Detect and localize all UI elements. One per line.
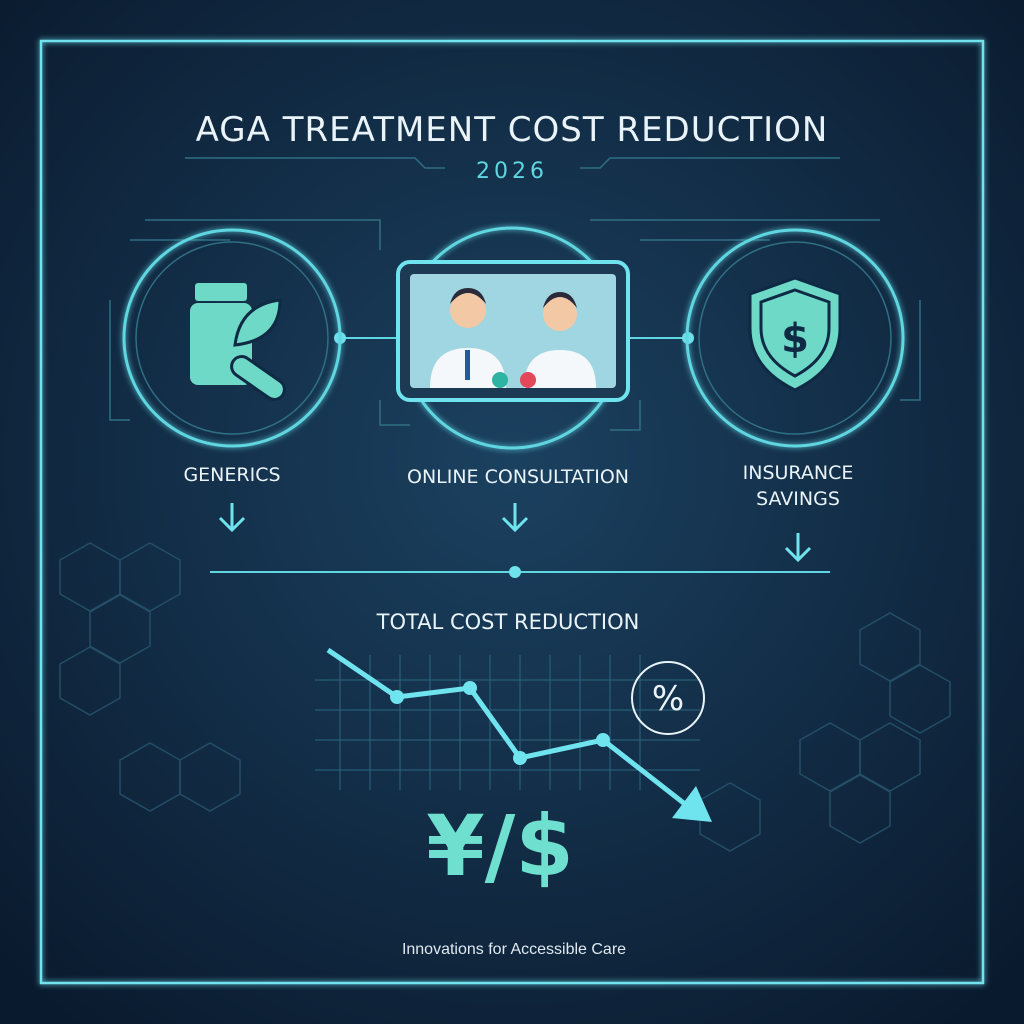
- icon-symbol: $: [781, 316, 809, 362]
- subtitle: 2026: [476, 159, 548, 184]
- hex-decor-part: [859, 722, 921, 792]
- generics-icon-part: [230, 355, 286, 401]
- trend-graphic-part-part: [339, 655, 641, 790]
- trend-graphic-part-part: [315, 679, 700, 771]
- generics-icon-part: [233, 298, 282, 347]
- trend-graphic-part: [390, 681, 610, 765]
- frame: [39, 39, 985, 985]
- trend-graphic-part: [326, 647, 692, 810]
- subtitle-rule: [185, 157, 840, 169]
- trend-graphic-part-part: [463, 681, 477, 695]
- trend-graphic-part-part: [513, 751, 527, 765]
- currency-symbol: ¥/$: [426, 797, 574, 895]
- node-label: ONLINE CONSULTATION: [407, 466, 629, 488]
- hex-decor-part: [179, 742, 241, 812]
- hex-decor-part: [59, 646, 121, 716]
- trend-graphic: [315, 647, 712, 822]
- circuit-decor: [109, 219, 921, 431]
- trend-graphic-part: [631, 661, 705, 735]
- circuit-decor-part: [610, 400, 641, 431]
- consultation-icon-part: [520, 372, 536, 388]
- consultation-icon-part: [465, 350, 470, 380]
- consultation-icon-part: [543, 292, 577, 308]
- circuit-decor-part: [145, 219, 381, 250]
- hex-decor-part: [829, 774, 891, 844]
- hex-decor-part: [889, 664, 951, 734]
- down-arrows-part: [501, 503, 529, 533]
- consultation-icon-part: [450, 292, 486, 328]
- insurance-icon-part: [759, 288, 831, 378]
- generics-icon-part: [122, 228, 342, 448]
- hex-decor-part: [89, 594, 151, 664]
- percent-symbol: %: [652, 679, 684, 719]
- consultation-icon-part: [492, 372, 508, 388]
- node-label: INSURANCE: [743, 462, 854, 484]
- insurance-icon: $: [685, 228, 905, 448]
- insurance-icon-part: [748, 276, 842, 392]
- down-arrows-part: [784, 533, 812, 563]
- trend-graphic-part-part: [596, 733, 610, 747]
- generics-icon: [122, 228, 342, 448]
- node-label: GENERICS: [183, 464, 280, 486]
- hex-decor: [59, 542, 951, 852]
- divider-dot: [509, 566, 521, 578]
- subtitle-rule-part: [580, 157, 840, 169]
- generics-icon-part: [135, 241, 329, 435]
- trend-graphic-part: [672, 786, 712, 822]
- down-arrows-part: [218, 503, 246, 533]
- generics-icon-part: [195, 283, 247, 301]
- circuit-decor-part: [109, 300, 130, 421]
- title: AGA TREATMENT COST REDUCTION: [196, 110, 829, 150]
- consultation-icon: [396, 226, 630, 450]
- consultation-icon-part: [524, 350, 596, 388]
- section-title: TOTAL COST REDUCTION: [376, 610, 640, 634]
- node-label: SAVINGS: [756, 488, 840, 510]
- hex-decor-part: [859, 612, 921, 682]
- subtitle-rule-part: [185, 157, 445, 169]
- footer: Innovations for Accessible Care: [402, 941, 626, 958]
- down-arrows: [218, 503, 812, 563]
- hex-decor-part: [699, 782, 761, 852]
- consultation-icon-part: [450, 288, 486, 304]
- insurance-icon-part: [698, 241, 892, 435]
- hex-decor-part: [119, 542, 181, 612]
- trend-graphic-part-part: [390, 690, 404, 704]
- insurance-icon-part: [685, 228, 905, 448]
- trend-graphic-part: [315, 655, 700, 790]
- consultation-icon-part: [543, 297, 577, 331]
- circuit-decor-part: [900, 300, 921, 401]
- circuit-decor-part: [379, 400, 410, 426]
